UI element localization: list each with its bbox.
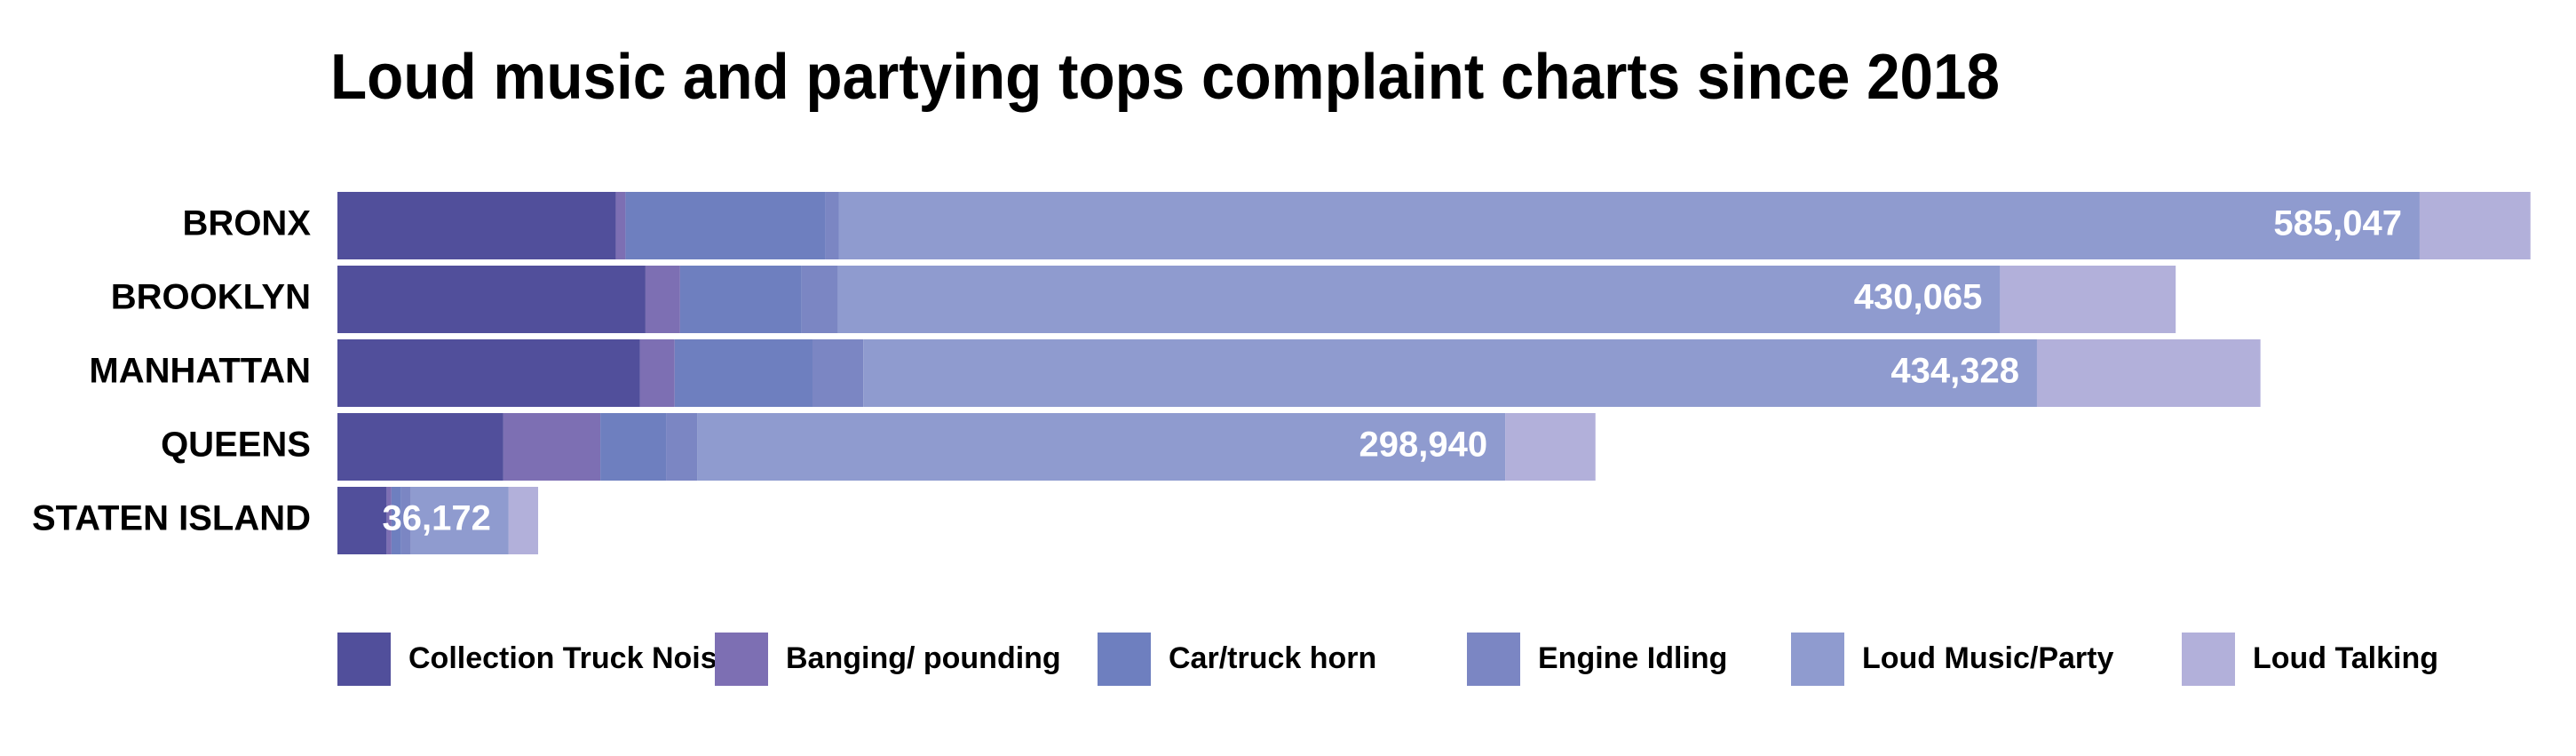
bar-segment xyxy=(679,266,802,333)
bar-segment xyxy=(697,413,1506,481)
bar-segment xyxy=(838,192,2420,259)
category-label: QUEENS xyxy=(161,426,311,465)
bar-segment xyxy=(337,266,646,333)
category-label: STATEN ISLAND xyxy=(32,499,311,538)
bar-segment xyxy=(2036,339,2261,407)
bar-segment xyxy=(674,339,812,407)
legend-label: Loud Music/Party xyxy=(1862,641,2113,675)
category-label: BROOKLYN xyxy=(111,278,311,317)
bar-segment xyxy=(508,487,539,554)
bar-segment xyxy=(825,192,839,259)
legend-swatch xyxy=(337,633,391,686)
value-label: 585,047 xyxy=(2273,204,2402,243)
legend-label: Car/truck horn xyxy=(1169,641,1376,675)
bar-segment xyxy=(337,339,640,407)
bar-segment xyxy=(600,413,667,481)
legend-label: Banging/ pounding xyxy=(786,641,1061,675)
bar-segment xyxy=(1505,413,1596,481)
legend-label: Collection Truck Noise xyxy=(408,641,734,675)
bar-segment xyxy=(812,339,864,407)
legend-swatch xyxy=(2182,633,2235,686)
bar-segment xyxy=(615,192,626,259)
bar-segment xyxy=(645,266,680,333)
bar-segment xyxy=(801,266,838,333)
category-label: BRONX xyxy=(183,204,312,243)
bar-segment xyxy=(666,413,698,481)
legend-swatch xyxy=(715,633,768,686)
legend-label: Loud Talking xyxy=(2253,641,2438,675)
bar-segment xyxy=(400,487,411,554)
bar-segment xyxy=(337,192,616,259)
bar-segment xyxy=(410,487,509,554)
bar-segment xyxy=(391,487,401,554)
legend-swatch xyxy=(1467,633,1520,686)
bar-segment xyxy=(2419,192,2531,259)
bar-segment xyxy=(337,487,387,554)
chart-title: Loud music and partying tops complaint c… xyxy=(330,42,2000,113)
bar-segment xyxy=(2000,266,2176,333)
value-label: 298,940 xyxy=(1359,426,1488,465)
category-label: MANHATTAN xyxy=(89,352,311,391)
value-label: 434,328 xyxy=(1890,352,2019,391)
legend-swatch xyxy=(1791,633,1844,686)
bar-segment xyxy=(337,413,503,481)
bar-segment xyxy=(863,339,2037,407)
bar-segment xyxy=(386,487,392,554)
value-label: 430,065 xyxy=(1854,278,1983,317)
bar-segment xyxy=(503,413,601,481)
bar-segment xyxy=(837,266,2001,333)
bar-segment xyxy=(639,339,675,407)
legend-swatch xyxy=(1098,633,1151,686)
legend-label: Engine Idling xyxy=(1538,641,1727,675)
value-label: 36,172 xyxy=(383,499,491,538)
bar-segment xyxy=(625,192,826,259)
